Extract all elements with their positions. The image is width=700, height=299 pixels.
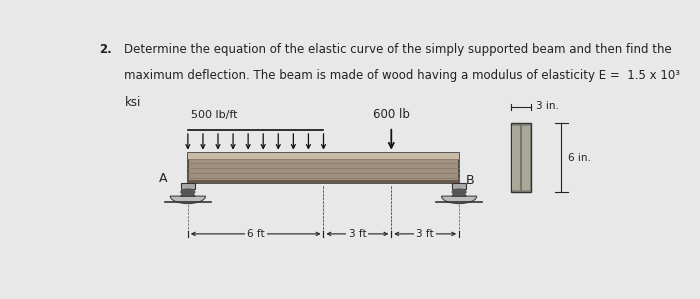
Wedge shape (170, 193, 206, 204)
Bar (181, 183, 195, 189)
Bar (512, 126, 530, 190)
Wedge shape (442, 193, 477, 204)
Bar (188, 153, 459, 159)
Text: A: A (159, 172, 167, 185)
Text: 500 lb/ft: 500 lb/ft (190, 110, 237, 120)
Bar (188, 180, 459, 183)
Text: 3 ft: 3 ft (416, 229, 434, 239)
Text: 6 ft: 6 ft (247, 229, 265, 239)
Text: 3 in.: 3 in. (536, 101, 559, 111)
Bar (511, 123, 531, 193)
Text: maximum deflection. The beam is made of wood having a modulus of elasticity E = : maximum deflection. The beam is made of … (125, 69, 680, 82)
Bar (188, 153, 459, 183)
Text: 2.: 2. (99, 43, 112, 56)
Text: 6 in.: 6 in. (568, 153, 591, 163)
Text: 600 lb: 600 lb (373, 108, 410, 121)
Text: B: B (466, 174, 474, 187)
Text: Determine the equation of the elastic curve of the simply supported beam and the: Determine the equation of the elastic cu… (125, 43, 672, 56)
Bar (452, 183, 466, 189)
Circle shape (181, 189, 195, 195)
Circle shape (452, 189, 466, 195)
Text: ksi: ksi (125, 96, 141, 109)
Text: 3 ft: 3 ft (349, 229, 366, 239)
